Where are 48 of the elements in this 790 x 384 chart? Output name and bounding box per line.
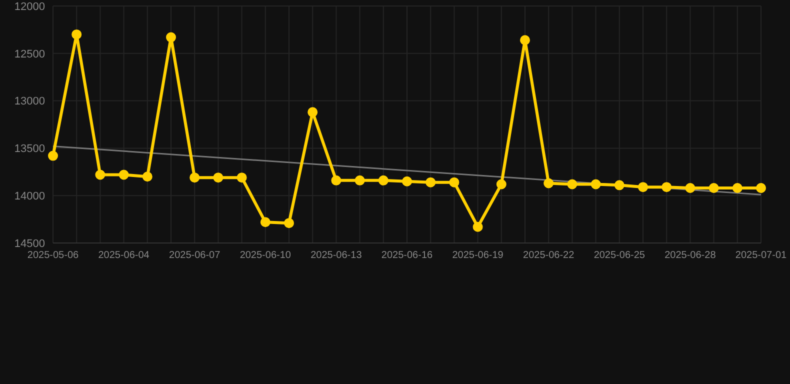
point — [331, 175, 342, 186]
point — [732, 183, 742, 194]
point — [402, 176, 412, 186]
point — [142, 172, 152, 182]
y-tick-label: 13500 — [14, 143, 45, 156]
y-tick-label: 12000 — [14, 0, 45, 13]
point — [708, 183, 719, 194]
point — [95, 170, 106, 180]
point — [520, 35, 530, 46]
point — [685, 183, 696, 194]
y-tick-label: 12500 — [14, 48, 45, 60]
point — [308, 107, 318, 118]
x-tick-label: 2025-06-07 — [169, 250, 221, 262]
point — [449, 177, 460, 188]
x-tick-label: 2025-06-13 — [310, 250, 362, 262]
point — [72, 29, 82, 40]
y-tick-label: 14000 — [14, 190, 45, 203]
x-tick-label: 2025-06-04 — [98, 250, 150, 262]
x-tick-label: 2025-06-22 — [523, 250, 575, 262]
point — [166, 32, 176, 42]
point — [590, 179, 601, 190]
point — [544, 178, 554, 188]
point — [118, 170, 129, 180]
point — [378, 175, 388, 186]
point — [190, 172, 200, 183]
point — [756, 183, 766, 194]
y-tick-label: 13000 — [14, 96, 45, 108]
point — [496, 179, 506, 190]
point — [260, 217, 270, 228]
x-tick-label: 2025-06-28 — [664, 250, 716, 262]
x-tick-label: 2025-06-25 — [594, 250, 646, 262]
point — [236, 172, 247, 183]
point — [638, 182, 648, 192]
point — [614, 180, 624, 190]
point — [426, 177, 436, 188]
point — [48, 150, 58, 161]
y-tick-label: 14500 — [14, 238, 45, 250]
x-tick-label: 2025-07-01 — [735, 250, 788, 262]
point — [213, 172, 224, 183]
point — [354, 175, 365, 186]
point — [284, 218, 294, 228]
point — [567, 179, 578, 190]
point — [472, 222, 483, 232]
x-tick-label: 2025-06-10 — [240, 250, 292, 262]
x-tick-label: 2025-05-06 — [27, 250, 80, 262]
x-tick-label: 2025-06-19 — [452, 250, 504, 262]
x-tick-label: 2025-06-16 — [381, 250, 434, 262]
point — [662, 182, 672, 192]
